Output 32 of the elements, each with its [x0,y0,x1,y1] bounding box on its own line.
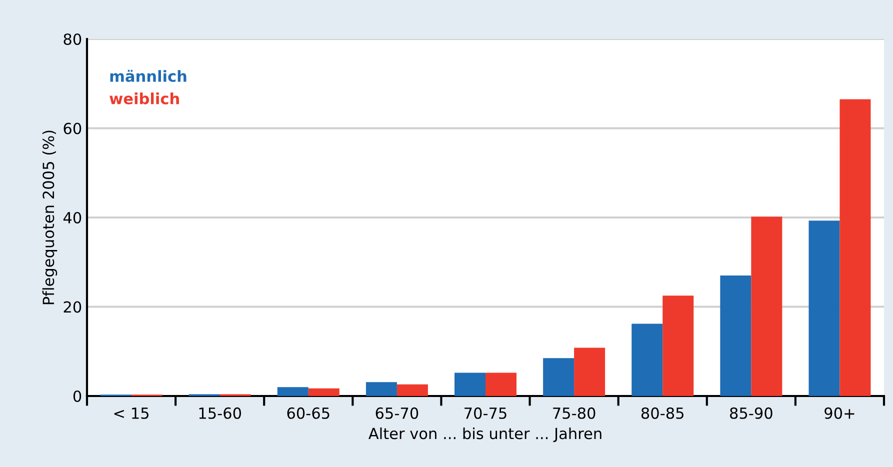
bar [308,388,340,396]
bar [366,382,397,396]
x-tick-label: 60-65 [287,407,330,419]
bar [543,358,574,396]
x-tick-label: 90+ [824,407,854,419]
text: weiblich [110,92,179,104]
y-tick-label: 60 [64,122,82,134]
bar [396,384,428,396]
y-tick-label: 0 [73,390,82,402]
y-tick-label: 20 [64,301,82,313]
x-tick-label: 85-90 [730,407,772,419]
bar [277,387,308,396]
x-tick-label: 15-60 [199,407,242,419]
bar [840,99,871,396]
x-tick-label: 65-70 [376,407,418,419]
y-axis-title: Pflegequoten 2005 (%) [42,130,58,304]
bar [720,276,752,396]
bar [454,372,486,396]
x-tick-label: 70-75 [464,407,506,419]
y-tick-label: 80 [64,33,82,46]
x-tick-label: 80-85 [641,407,684,419]
bar [751,216,782,396]
bar [632,324,663,396]
x-tick-label: 75-80 [553,407,596,419]
x-axis-title: Alter von ... bis unter ... Jahren [368,427,602,442]
y-tick-label: 40 [63,212,82,224]
bar [574,348,606,396]
bar [808,220,840,396]
x-tick-label: < 15 [114,408,148,419]
bar [662,296,694,396]
bar [486,372,516,396]
text: männlich [110,70,186,82]
